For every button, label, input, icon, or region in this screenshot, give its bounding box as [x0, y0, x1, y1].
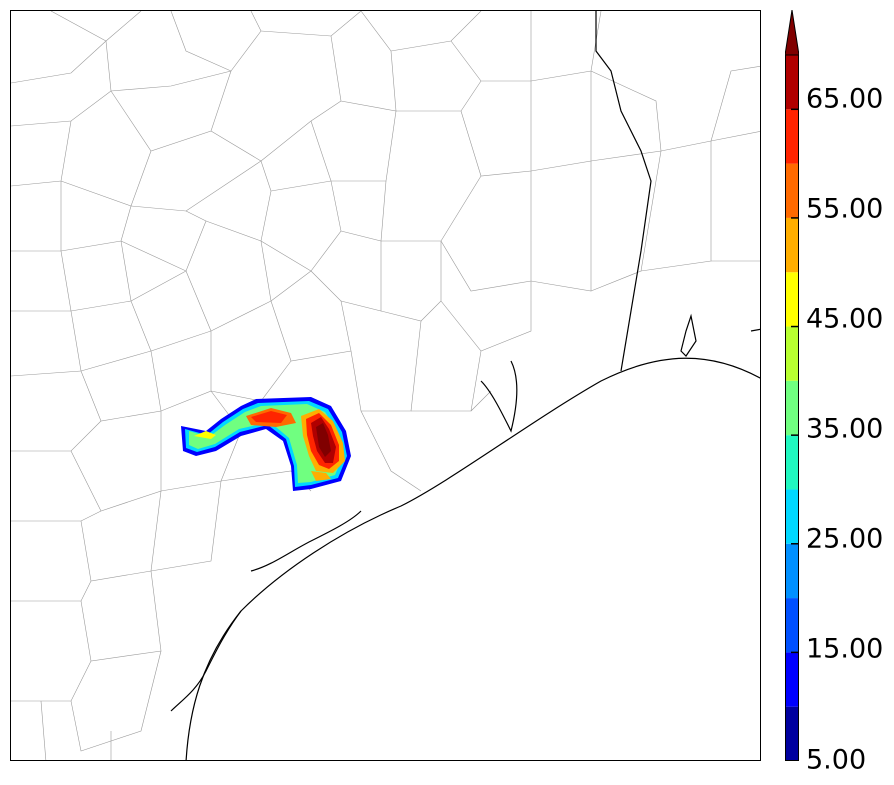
map-panel: [10, 10, 761, 761]
county-boundaries: [11, 11, 760, 760]
colorbar-segment: [785, 652, 799, 707]
colorbar-segment: [785, 109, 799, 164]
colorbar-tick-label: 25.00: [806, 523, 884, 555]
colorbar-tick-label: 15.00: [806, 633, 884, 665]
colorbar-segment: [785, 380, 799, 436]
colorbar-extend-arrow: [785, 10, 799, 56]
colorbar-tick-label: 45.00: [806, 303, 884, 335]
colorbar-segment: [785, 598, 799, 653]
colorbar-tick-label: 65.00: [806, 83, 884, 115]
colorbar-segment: [785, 435, 799, 490]
colorbar-tick-label: 35.00: [806, 413, 884, 445]
colorbar-segment: [785, 272, 799, 327]
colorbar-segment: [785, 326, 799, 381]
colorbar-tick-label-min: 5.00: [806, 744, 867, 776]
colorbar-segment: [785, 217, 799, 273]
colorbar-segment: [785, 55, 799, 110]
colorbar-segment: [785, 706, 799, 761]
colorbar-segment: [785, 163, 799, 218]
colorbar-segment: [785, 543, 799, 599]
colorbar-segment: [785, 489, 799, 544]
reflectivity-overlay: [181, 397, 351, 491]
colorbar-border: [785, 54, 799, 761]
colorbar: [785, 10, 799, 761]
colorbar-tick-label: 55.00: [806, 193, 884, 225]
coastline: [170, 11, 760, 760]
